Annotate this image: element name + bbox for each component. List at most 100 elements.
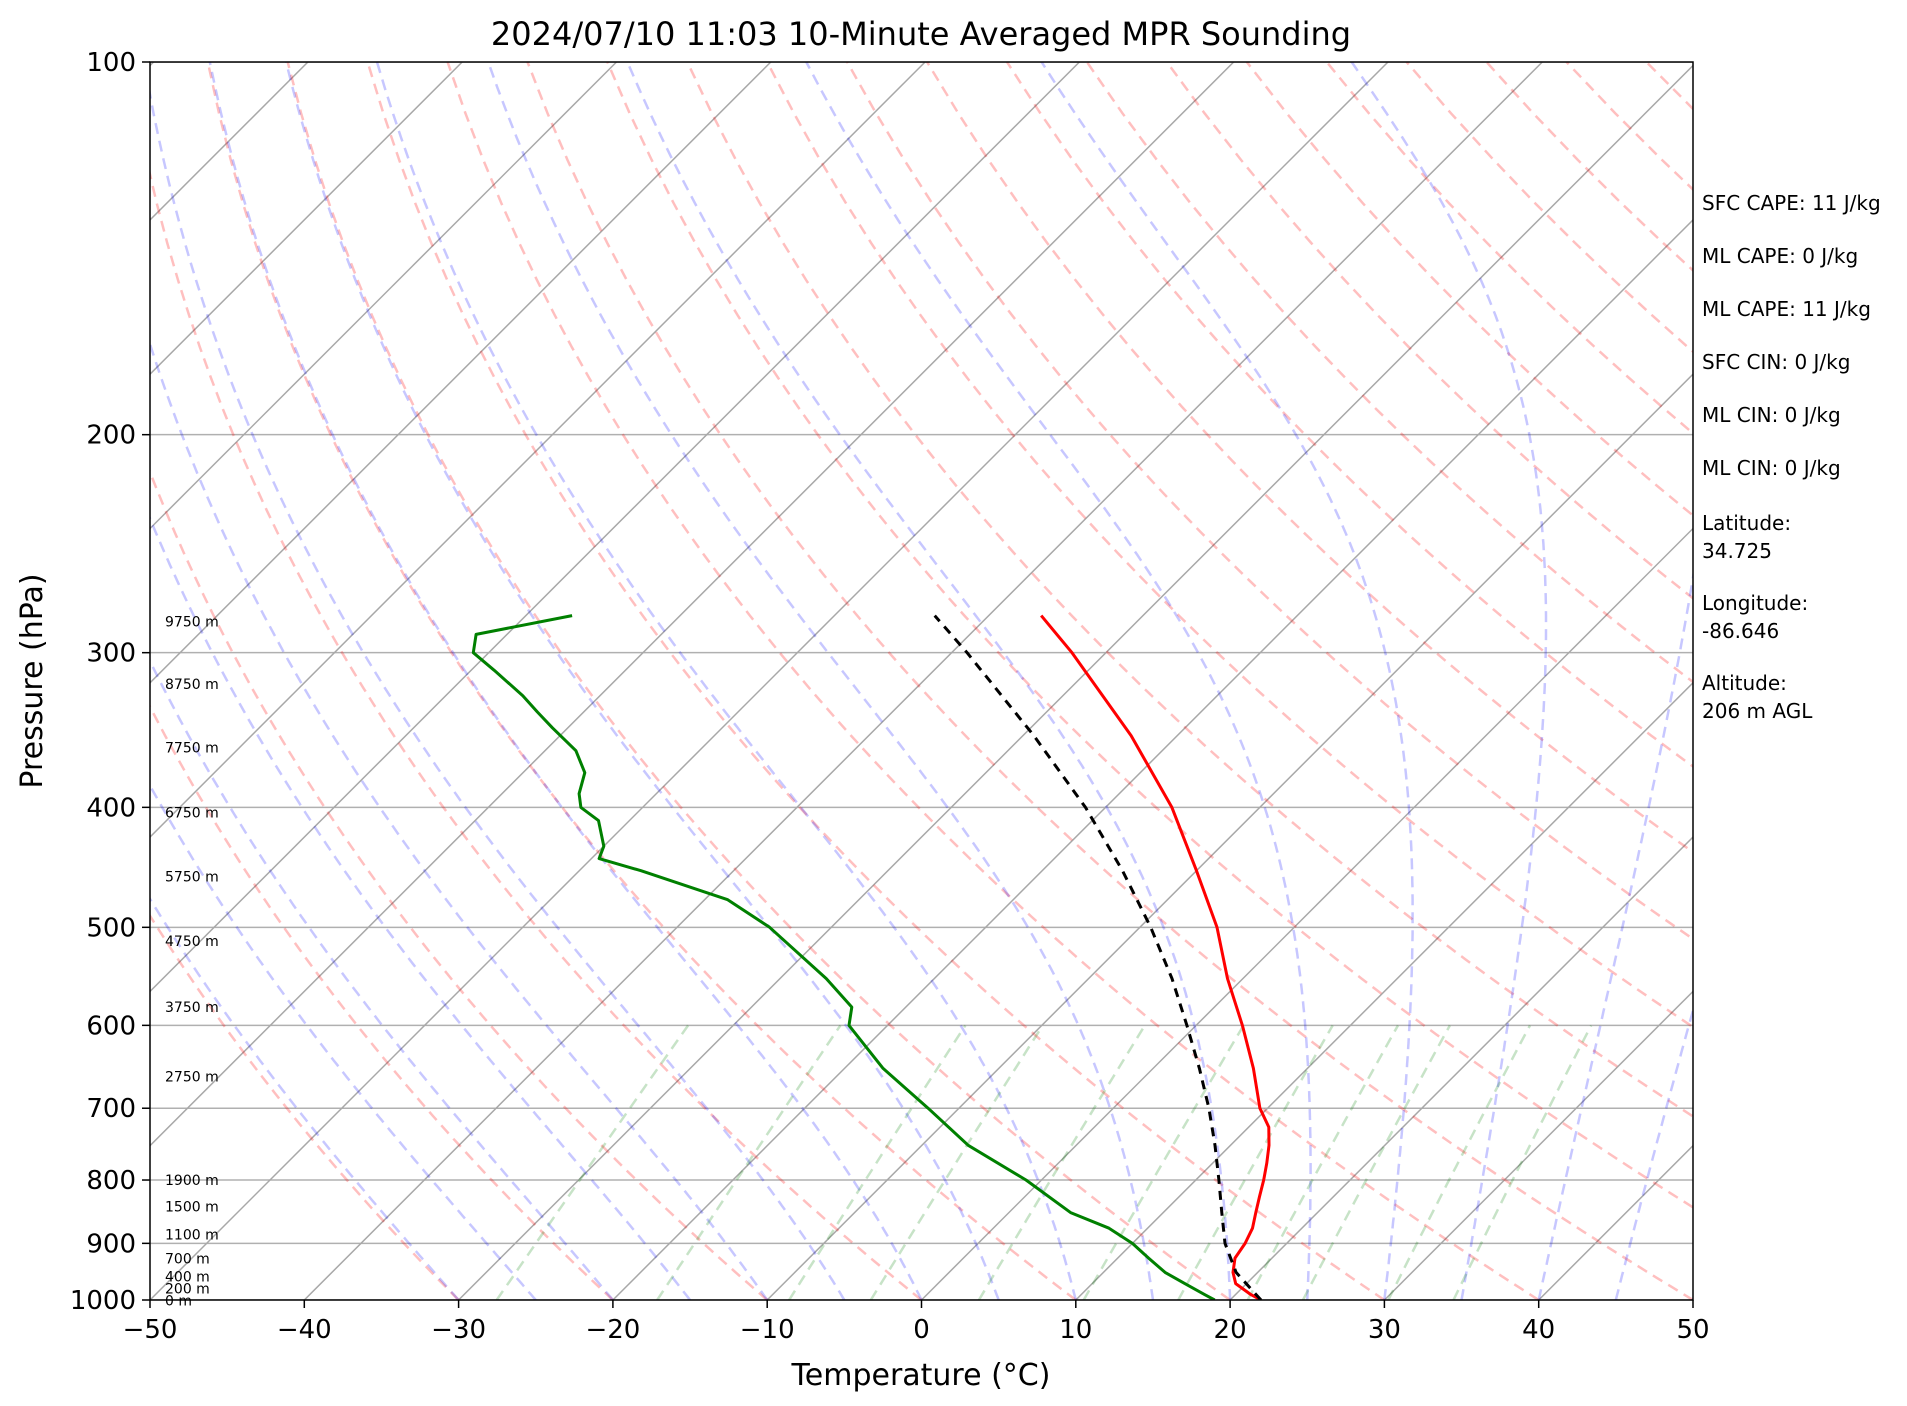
mixing-ratio-line: [869, 1024, 1044, 1300]
height-label: 8750 m: [165, 677, 219, 693]
mixing-ratio-line: [1452, 1024, 1593, 1300]
dewpoint-line: [471, 614, 1216, 1300]
x-tick-label: 50: [1676, 1315, 1709, 1345]
y-tick-label: 500: [86, 913, 136, 943]
moist-adiabat-line: [150, 658, 614, 1300]
info-panel-line: ML CIN: 0 J/kg: [1702, 403, 1841, 427]
moist-adiabat-line: [150, 896, 460, 1300]
moist-adiabat-line: [1350, 62, 1548, 1300]
isotherm-line: [150, 62, 463, 376]
isotherm-line: [920, 527, 1693, 1300]
moist-adiabat-line: [150, 87, 846, 1300]
info-panel-line: SFC CAPE: 11 J/kg: [1702, 191, 1881, 215]
height-label: 1900 m: [165, 1173, 219, 1189]
isotherm-line: [150, 62, 618, 530]
moist-adiabat-line: [626, 62, 1232, 1300]
dry-adiabat-line: [286, 62, 1231, 1300]
dry-adiabat-line: [150, 169, 923, 1300]
plot-frame: [149, 61, 1694, 1301]
height-label: 9750 m: [165, 614, 219, 630]
info-panel-line: SFC CIN: 0 J/kg: [1702, 350, 1850, 374]
y-axis-label: Pressure (hPa): [15, 573, 50, 788]
height-label: 1500 m: [165, 1199, 219, 1215]
chart-title: 2024/07/10 11:03 10-Minute Averaged MPR …: [491, 15, 1351, 53]
height-label: 7750 m: [165, 741, 219, 757]
x-tick-label: −50: [123, 1315, 178, 1345]
x-tick-label: −40: [277, 1315, 332, 1345]
isotherm-line: [150, 62, 926, 839]
x-tick-label: 20: [1214, 1315, 1247, 1345]
mixing-ratio-line: [977, 1024, 1146, 1300]
isotherm-line: [458, 64, 1693, 1300]
mixing-ratio-line: [495, 1024, 690, 1300]
isotherm-line: [766, 373, 1693, 1300]
height-label: 200 m: [165, 1282, 210, 1298]
y-tick-label: 200: [86, 421, 136, 451]
info-panel: SFC CAPE: 11 J/kg ML CAPE: 0 J/kg ML CAPE:…: [1702, 191, 1881, 723]
mixing-ratio-line: [1246, 1024, 1400, 1300]
temperature-line: [1040, 614, 1271, 1300]
moist-adiabat-line: [208, 62, 923, 1300]
moist-adiabat-line: [487, 62, 1155, 1300]
moist-adiabat-line: [150, 340, 769, 1300]
height-label: 1100 m: [165, 1227, 219, 1243]
info-panel-line: ML CAPE: 11 J/kg: [1702, 297, 1871, 321]
info-panel-line: ML CAPE: 0 J/kg: [1702, 244, 1858, 268]
y-tick-label: 600: [86, 1011, 136, 1041]
isotherm-line: [150, 62, 1389, 1300]
x-tick-label: −20: [585, 1315, 640, 1345]
dry-adiabat-line: [366, 62, 1386, 1300]
mixing-ratio-line: [1082, 1024, 1245, 1300]
dry-adiabat-line: [686, 62, 1693, 1118]
dry-adiabat-line: [1085, 62, 1693, 684]
parcel-path-line: [933, 614, 1263, 1300]
height-label: 3750 m: [165, 1000, 219, 1016]
y-tick-label: 800: [86, 1166, 136, 1196]
moist-adiabat-line: [805, 62, 1312, 1300]
isotherm-line: [150, 62, 1080, 993]
height-label: 700 m: [165, 1252, 210, 1268]
mixing-ratio-line: [1177, 1024, 1334, 1300]
series-layer: [471, 614, 1271, 1300]
dry-adiabat-line: [150, 468, 769, 1300]
isotherm-line: [1075, 681, 1693, 1300]
dry-adiabat-line: [1005, 62, 1693, 769]
mixing-ratio-line: [656, 1024, 842, 1300]
background-reference-lines: [150, 62, 1693, 1300]
y-tick-label: 100: [86, 48, 136, 78]
moist-adiabat-line: [150, 515, 692, 1300]
height-label: 5750 m: [165, 870, 219, 886]
moist-adiabat-line: [375, 62, 1078, 1300]
x-axis-label: Temperature (°C): [791, 1358, 1051, 1393]
mixing-ratio-line: [788, 1024, 967, 1300]
isotherm-line: [612, 218, 1693, 1300]
isotherm-line: [150, 62, 1235, 1147]
x-tick-label: −10: [740, 1315, 795, 1345]
isotherm-line: [150, 62, 772, 684]
info-panel-line: Altitude:: [1702, 671, 1787, 695]
info-panel-line: 206 m AGL: [1702, 699, 1813, 723]
y-tick-label: 1000: [70, 1286, 136, 1316]
y-tick-label: 400: [86, 793, 136, 823]
dry-adiabat-line: [150, 913, 460, 1300]
x-tick-label: −30: [431, 1315, 486, 1345]
info-panel-line: ML CIN: 0 J/kg: [1702, 456, 1841, 480]
height-label: 4750 m: [165, 934, 219, 950]
mixing-ratio-line: [1301, 1024, 1451, 1300]
dry-adiabat-line: [766, 62, 1693, 1029]
dry-adiabat-line: [526, 62, 1693, 1300]
x-tick-label: 0: [913, 1315, 930, 1345]
mixing-ratio-line: [1387, 1024, 1532, 1300]
dry-adiabat-line: [150, 704, 614, 1300]
x-tick-label: 10: [1059, 1315, 1092, 1345]
isotherm-line: [303, 62, 1543, 1300]
dry-adiabat-line: [606, 62, 1693, 1209]
height-label: 2750 m: [165, 1070, 219, 1086]
y-tick-label: 700: [86, 1094, 136, 1124]
info-panel-line: Longitude:: [1702, 591, 1808, 615]
info-panel-line: -86.646: [1702, 619, 1779, 643]
moist-adiabat-line: [1537, 62, 1693, 1300]
dry-adiabat-line: [206, 62, 1077, 1300]
info-panel-line: 34.725: [1702, 539, 1772, 563]
